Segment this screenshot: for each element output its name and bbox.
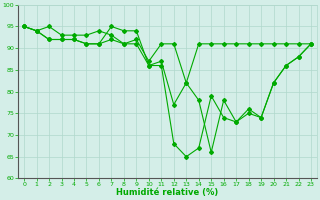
X-axis label: Humidité relative (%): Humidité relative (%) [116,188,219,197]
